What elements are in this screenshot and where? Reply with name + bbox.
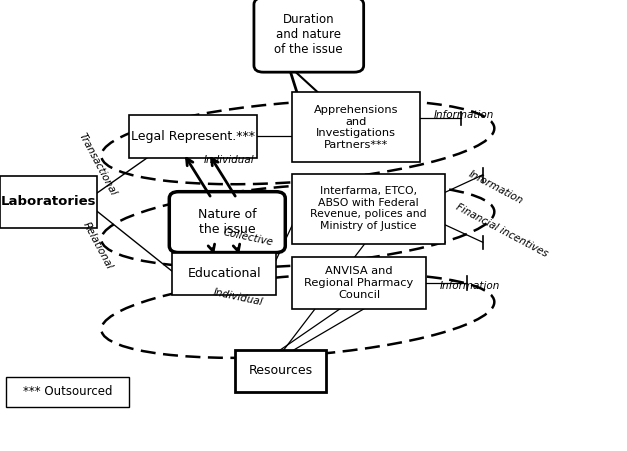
Text: Transactional: Transactional xyxy=(76,132,118,198)
Text: Relational: Relational xyxy=(80,221,114,271)
FancyBboxPatch shape xyxy=(292,174,445,244)
Text: Individual: Individual xyxy=(213,287,264,308)
Text: Information: Information xyxy=(440,281,500,291)
Text: Information: Information xyxy=(434,110,494,120)
Text: Laboratories: Laboratories xyxy=(1,195,97,208)
Text: Financial incentives: Financial incentives xyxy=(454,202,549,258)
FancyBboxPatch shape xyxy=(254,0,364,72)
Text: Apprehensions
and
Investigations
Partners***: Apprehensions and Investigations Partner… xyxy=(314,105,398,150)
Text: Resources: Resources xyxy=(248,364,313,377)
FancyBboxPatch shape xyxy=(6,377,129,407)
Text: Collective: Collective xyxy=(222,227,273,248)
FancyBboxPatch shape xyxy=(235,350,326,392)
Text: Educational: Educational xyxy=(187,267,261,281)
Text: Nature of
the issue: Nature of the issue xyxy=(198,208,256,236)
Text: ANVISA and
Regional Pharmacy
Council: ANVISA and Regional Pharmacy Council xyxy=(304,267,414,299)
FancyBboxPatch shape xyxy=(0,176,97,228)
Text: *** Outsourced: *** Outsourced xyxy=(23,386,112,398)
FancyBboxPatch shape xyxy=(129,115,257,158)
Text: Legal Represent.***: Legal Represent.*** xyxy=(131,130,255,143)
Text: Individual: Individual xyxy=(204,155,254,165)
FancyBboxPatch shape xyxy=(169,192,285,253)
FancyBboxPatch shape xyxy=(292,92,420,162)
Text: Duration
and nature
of the issue: Duration and nature of the issue xyxy=(275,14,343,56)
Text: Information: Information xyxy=(466,169,524,206)
Text: Interfarma, ETCO,
ABSO with Federal
Revenue, polices and
Ministry of Justice: Interfarma, ETCO, ABSO with Federal Reve… xyxy=(310,186,427,231)
FancyBboxPatch shape xyxy=(172,253,276,295)
FancyBboxPatch shape xyxy=(292,257,426,309)
